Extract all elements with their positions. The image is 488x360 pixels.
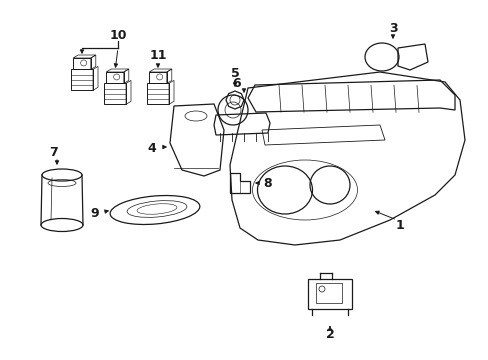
Text: 4: 4 <box>147 141 156 154</box>
Bar <box>106 72 123 84</box>
Bar <box>104 84 126 104</box>
Bar <box>315 283 341 303</box>
Text: 2: 2 <box>325 328 334 342</box>
Bar <box>71 69 93 90</box>
Text: 7: 7 <box>48 145 57 158</box>
Bar <box>73 58 91 69</box>
Bar <box>307 279 351 309</box>
Text: 1: 1 <box>395 219 404 231</box>
Text: 3: 3 <box>388 22 397 35</box>
Text: 11: 11 <box>149 49 166 62</box>
Bar <box>147 84 169 104</box>
Text: 5: 5 <box>230 67 239 80</box>
Text: 6: 6 <box>232 77 241 90</box>
Text: 10: 10 <box>109 28 126 41</box>
Text: 8: 8 <box>263 176 272 189</box>
Bar <box>149 72 166 84</box>
Text: 9: 9 <box>90 207 99 220</box>
